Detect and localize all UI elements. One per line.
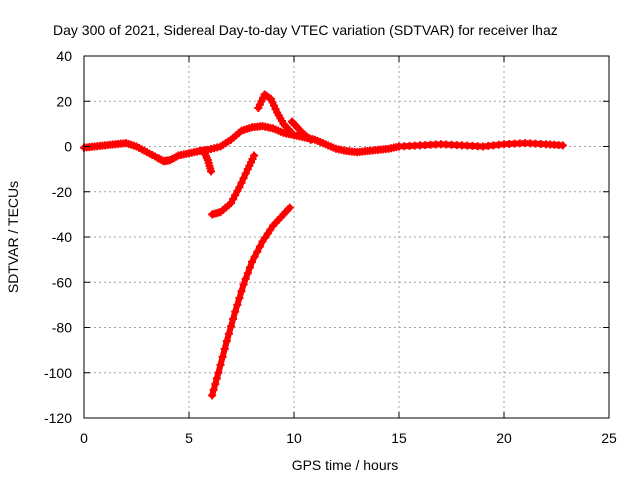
data-point	[218, 352, 227, 361]
data-point	[208, 391, 217, 400]
data-series	[80, 90, 567, 400]
data-point	[229, 315, 238, 324]
axis-ticks: -120 -100 -80 -60 -40 -20 0 20 40 0 5 10 15 20 25	[44, 48, 617, 446]
y-tick-label: -120	[44, 410, 72, 426]
y-tick-label: -40	[52, 229, 72, 245]
series-spike-20	[254, 90, 294, 135]
series-arc-110	[208, 203, 294, 400]
series-baseline	[80, 122, 567, 166]
data-point	[250, 252, 259, 261]
data-point	[224, 329, 233, 338]
data-point	[227, 322, 235, 331]
y-tick-label: -80	[52, 320, 72, 336]
data-point	[220, 344, 229, 353]
data-point	[306, 135, 315, 144]
data-point	[285, 126, 294, 135]
series-line	[209, 204, 293, 399]
data-point	[209, 385, 218, 394]
x-tick-label: 10	[286, 430, 302, 446]
x-tick-label: 15	[391, 430, 407, 446]
y-tick-label: 0	[64, 139, 72, 155]
y-tick-label: 40	[56, 48, 72, 64]
data-point	[248, 257, 256, 266]
data-point	[558, 141, 567, 150]
data-point	[233, 300, 242, 309]
chart-title: Day 300 of 2021, Sidereal Day-to-day VTE…	[53, 22, 558, 38]
data-point	[235, 294, 244, 303]
data-point	[253, 247, 262, 256]
y-tick-label: -60	[52, 274, 72, 290]
data-point	[216, 360, 225, 369]
series-arc-30	[208, 151, 259, 219]
data-point	[239, 174, 248, 183]
data-point	[243, 269, 252, 278]
y-tick-label: 20	[56, 93, 72, 109]
series-rising-10	[287, 117, 315, 144]
data-point	[211, 380, 220, 389]
x-axis-title: GPS time / hours	[292, 457, 399, 473]
data-point	[241, 274, 250, 283]
data-point	[285, 203, 294, 212]
y-tick-label: -100	[44, 365, 72, 381]
data-point	[222, 337, 231, 346]
x-tick-label: 25	[601, 430, 617, 446]
data-point	[214, 368, 223, 377]
data-point	[255, 242, 264, 251]
data-point	[235, 183, 244, 192]
data-point	[239, 280, 248, 289]
data-point	[231, 307, 240, 316]
x-tick-label: 20	[496, 430, 512, 446]
series-line	[209, 152, 258, 218]
data-point	[207, 167, 216, 176]
data-point	[237, 287, 246, 296]
data-point	[245, 263, 254, 272]
data-point	[237, 178, 246, 187]
data-point	[250, 151, 259, 160]
data-point	[265, 93, 274, 102]
data-point	[241, 169, 250, 178]
grid-lines	[84, 56, 609, 418]
x-tick-label: 0	[80, 430, 88, 446]
series-drop-7	[199, 147, 216, 176]
x-tick-label: 5	[185, 430, 193, 446]
data-point	[212, 374, 221, 383]
y-axis-title: SDTVAR / TECUs	[5, 181, 21, 293]
y-tick-label: -20	[52, 184, 72, 200]
